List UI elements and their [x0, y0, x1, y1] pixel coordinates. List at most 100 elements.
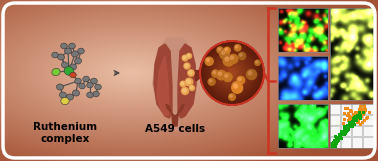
Circle shape	[223, 73, 232, 81]
Ellipse shape	[56, 84, 64, 90]
Circle shape	[234, 83, 236, 86]
Ellipse shape	[87, 82, 93, 88]
Circle shape	[182, 55, 188, 61]
Polygon shape	[178, 44, 196, 118]
Circle shape	[216, 57, 248, 89]
Polygon shape	[170, 120, 180, 130]
Ellipse shape	[70, 72, 76, 78]
Circle shape	[184, 63, 190, 69]
Circle shape	[217, 70, 226, 80]
Circle shape	[209, 80, 212, 82]
Polygon shape	[194, 70, 202, 81]
Circle shape	[232, 82, 240, 89]
Circle shape	[189, 71, 192, 74]
Circle shape	[189, 85, 195, 90]
Circle shape	[186, 53, 192, 58]
Circle shape	[230, 95, 232, 97]
Circle shape	[238, 78, 241, 80]
Ellipse shape	[65, 48, 71, 54]
Circle shape	[256, 61, 258, 63]
Circle shape	[208, 78, 215, 85]
Circle shape	[205, 57, 213, 65]
Ellipse shape	[62, 62, 68, 68]
Text: Ruthenium
complex: Ruthenium complex	[33, 122, 97, 144]
Circle shape	[239, 52, 246, 60]
Circle shape	[185, 78, 193, 86]
Circle shape	[183, 56, 186, 59]
Ellipse shape	[52, 68, 60, 76]
Circle shape	[190, 86, 193, 89]
Circle shape	[237, 76, 245, 84]
Polygon shape	[172, 116, 178, 126]
Ellipse shape	[91, 78, 97, 84]
Ellipse shape	[64, 67, 74, 75]
Ellipse shape	[95, 84, 101, 90]
Ellipse shape	[78, 48, 84, 54]
Circle shape	[213, 71, 216, 74]
Circle shape	[222, 51, 225, 54]
Ellipse shape	[61, 43, 67, 49]
Circle shape	[223, 55, 234, 66]
Ellipse shape	[70, 64, 76, 70]
Ellipse shape	[61, 97, 69, 105]
Polygon shape	[166, 104, 175, 116]
Circle shape	[181, 82, 184, 85]
Polygon shape	[157, 56, 169, 116]
Circle shape	[220, 49, 229, 59]
Circle shape	[228, 68, 237, 78]
Circle shape	[234, 84, 237, 88]
Circle shape	[204, 46, 259, 100]
Polygon shape	[153, 38, 197, 120]
Circle shape	[234, 45, 241, 51]
Circle shape	[183, 89, 186, 92]
Circle shape	[221, 62, 243, 84]
Ellipse shape	[52, 52, 58, 58]
Circle shape	[209, 50, 255, 96]
Circle shape	[217, 47, 223, 53]
Circle shape	[200, 41, 264, 105]
Circle shape	[187, 80, 191, 83]
Circle shape	[229, 94, 235, 100]
Circle shape	[218, 59, 246, 87]
Circle shape	[185, 64, 188, 67]
Polygon shape	[175, 104, 184, 116]
Circle shape	[212, 70, 219, 77]
Circle shape	[248, 71, 252, 75]
Circle shape	[206, 59, 209, 62]
Ellipse shape	[73, 90, 79, 96]
Circle shape	[230, 71, 234, 75]
Circle shape	[229, 54, 238, 63]
Circle shape	[188, 70, 194, 76]
Text: A549 cells: A549 cells	[145, 124, 205, 134]
Ellipse shape	[75, 78, 81, 84]
Ellipse shape	[87, 92, 93, 98]
Circle shape	[202, 43, 262, 103]
Circle shape	[240, 54, 242, 56]
Ellipse shape	[59, 92, 67, 98]
Circle shape	[187, 54, 190, 57]
Circle shape	[218, 72, 222, 75]
Circle shape	[225, 57, 229, 61]
Circle shape	[246, 70, 257, 80]
Circle shape	[225, 66, 239, 80]
Circle shape	[230, 56, 234, 59]
Ellipse shape	[93, 91, 99, 97]
Circle shape	[211, 52, 253, 94]
Polygon shape	[154, 44, 172, 118]
Circle shape	[214, 55, 250, 91]
Ellipse shape	[69, 43, 75, 49]
Ellipse shape	[57, 54, 65, 60]
Ellipse shape	[67, 94, 73, 100]
Circle shape	[225, 48, 227, 50]
Circle shape	[232, 82, 243, 93]
Circle shape	[225, 74, 228, 77]
Circle shape	[218, 48, 220, 50]
Ellipse shape	[83, 76, 89, 82]
Circle shape	[223, 64, 241, 82]
Circle shape	[224, 47, 230, 53]
Circle shape	[180, 81, 186, 87]
Circle shape	[235, 46, 238, 48]
Circle shape	[181, 87, 189, 95]
Circle shape	[255, 60, 260, 65]
Ellipse shape	[71, 51, 79, 57]
